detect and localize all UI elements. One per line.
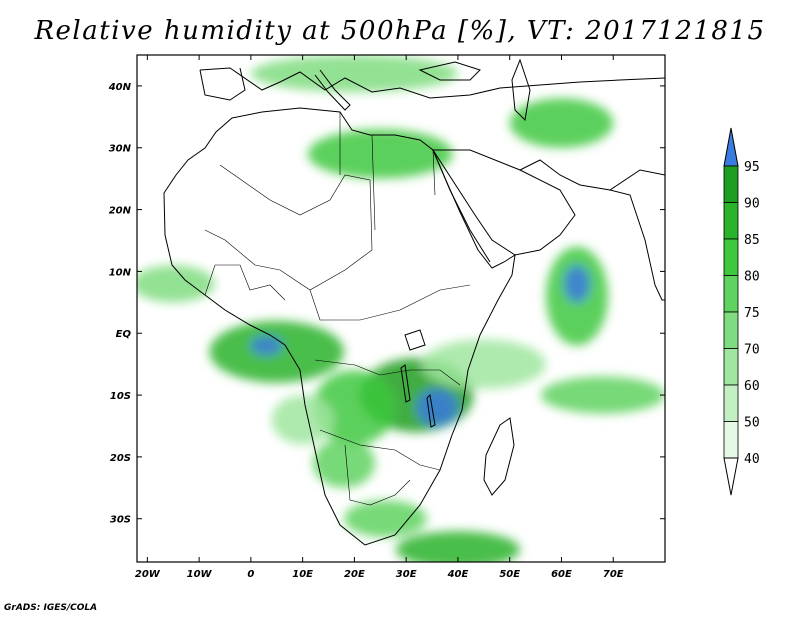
lon-tick-label: 10E xyxy=(292,569,313,580)
colorbar-label: 75 xyxy=(744,306,760,321)
country-borders xyxy=(204,112,471,506)
humidity-region xyxy=(421,339,546,389)
border-west-africa xyxy=(204,264,286,301)
lake-tanganyika xyxy=(400,364,411,403)
lat-tick-label: 30S xyxy=(110,515,131,526)
india-coastline xyxy=(608,169,665,301)
credit-label: GrADS: IGES/COLA xyxy=(4,603,98,613)
colorbar-label: 90 xyxy=(744,197,760,212)
colorbar-label: 95 xyxy=(744,160,760,175)
colorbar-segment xyxy=(723,238,739,276)
humidity-region xyxy=(307,129,453,179)
colorbar-segment xyxy=(723,421,739,459)
lon-tick-label: 50E xyxy=(499,569,520,580)
lake-victoria xyxy=(404,329,426,351)
humidity-region xyxy=(395,531,521,562)
colorbar-label: 85 xyxy=(744,233,760,248)
humidity-region xyxy=(540,376,665,414)
humidity-region xyxy=(509,98,614,148)
border-central-africa xyxy=(309,284,471,321)
lat-tick-label: 10N xyxy=(109,267,132,278)
colorbar-label: 50 xyxy=(744,416,760,431)
humidity-region xyxy=(250,336,282,355)
red-sea-coastline xyxy=(432,149,491,263)
lon-tick-label: 20W xyxy=(135,569,161,580)
lat-tick-label: 10S xyxy=(110,391,131,402)
humidity-field xyxy=(137,55,665,562)
colorbar-over-triangle xyxy=(723,127,739,167)
colorbar-segment xyxy=(723,311,739,349)
humidity-region xyxy=(313,438,376,488)
colorbar-label: 40 xyxy=(744,452,760,467)
colorbar-segment xyxy=(723,165,739,203)
madagascar-coastline xyxy=(483,417,515,496)
caspian-coastline xyxy=(511,58,531,122)
border-north-africa xyxy=(339,112,436,231)
humidity-region xyxy=(313,370,396,445)
plot-frame xyxy=(136,54,666,563)
colorbar-segment xyxy=(723,275,739,313)
colorbar-segment xyxy=(723,202,739,240)
lon-tick-label: 0 xyxy=(247,569,254,580)
map-title: Relative humidity at 500hPa [%], VT: 201… xyxy=(34,16,766,46)
lon-tick-label: 60E xyxy=(551,569,572,580)
colorbar-label: 80 xyxy=(744,270,760,285)
lon-tick-label: 30E xyxy=(396,569,417,580)
colorbar-segment xyxy=(723,348,739,386)
border-south-africa xyxy=(344,444,411,506)
colorbar-under-triangle xyxy=(723,457,739,496)
humidity-region xyxy=(344,500,427,538)
iberia-coastline xyxy=(199,67,246,101)
humidity-region xyxy=(416,388,458,426)
colorbar: 95 90 85 80 75 70 60 50 40 xyxy=(723,127,760,496)
lon-tick-label: 40E xyxy=(447,569,469,580)
lon-tick-label: 10W xyxy=(187,569,213,580)
lat-tick-label: EQ xyxy=(116,329,132,340)
lake-malawi xyxy=(426,393,436,428)
humidity-region xyxy=(564,265,590,303)
europe-coastline xyxy=(199,67,665,99)
humidity-region xyxy=(271,395,334,445)
border-southern-africa xyxy=(319,429,441,471)
lat-tick-label: 20S xyxy=(110,453,131,464)
italy-coastline xyxy=(314,69,351,111)
gulf-coastline xyxy=(519,159,611,191)
lon-tick-label: 70E xyxy=(603,569,624,580)
border-congo xyxy=(314,359,461,386)
lat-tick-label: 40N xyxy=(108,82,132,93)
humidity-region xyxy=(137,265,215,303)
black-sea-coastline xyxy=(418,61,481,81)
colorbar-label: 60 xyxy=(744,379,760,394)
humidity-region xyxy=(250,55,458,93)
colorbar-segment xyxy=(723,384,739,422)
arabia-coastline xyxy=(432,149,576,256)
coastlines xyxy=(163,58,665,546)
lon-tick-label: 20E xyxy=(344,569,365,580)
axis-ticks: 20W 10W 0 10E 20E 30E 40E 50E 60E 70E 40N 30N 20N 10N… xyxy=(108,55,665,580)
border-sahel xyxy=(204,164,373,291)
lat-tick-label: 30N xyxy=(109,144,132,155)
colorbar-label: 70 xyxy=(744,343,760,358)
africa-coastline xyxy=(163,107,516,546)
lat-tick-label: 20N xyxy=(109,206,132,217)
